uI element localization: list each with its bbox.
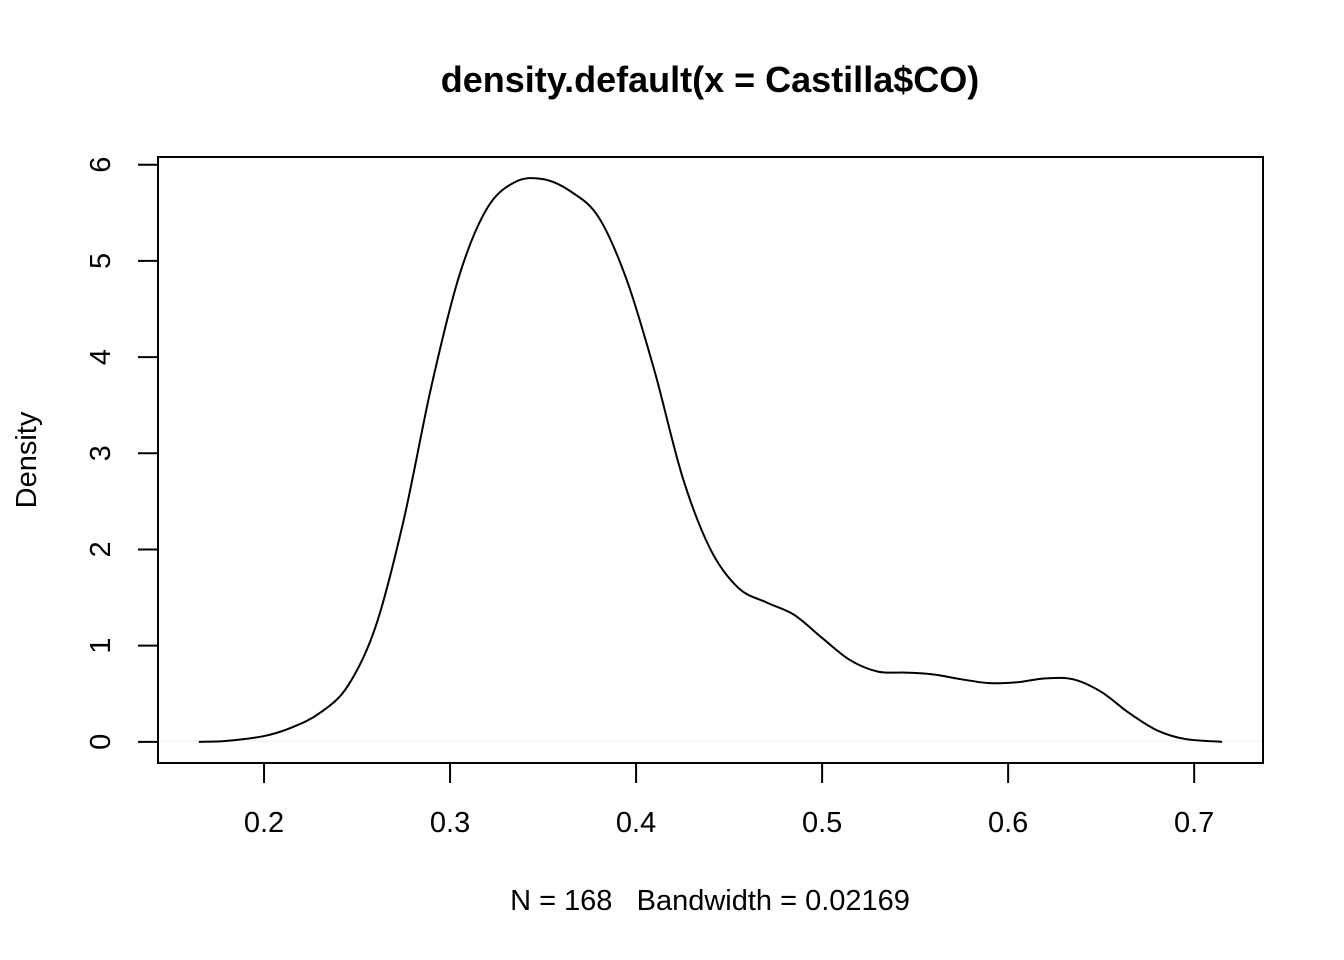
y-tick-label: 6 bbox=[85, 157, 117, 173]
chart-title: density.default(x = Castilla$CO) bbox=[441, 59, 979, 100]
x-tick-label: 0.4 bbox=[616, 807, 656, 839]
y-tick-label: 2 bbox=[85, 541, 117, 557]
x-tick-label: 0.3 bbox=[430, 807, 470, 839]
y-tick-label: 0 bbox=[85, 734, 117, 750]
x-axis: 0.2 0.3 0.4 0.5 0.6 0.7 bbox=[244, 762, 1214, 839]
density-curve bbox=[198, 177, 1223, 743]
x-tick-label: 0.5 bbox=[802, 807, 842, 839]
x-tick-label: 0.7 bbox=[1174, 807, 1214, 839]
y-tick-label: 3 bbox=[85, 445, 117, 461]
y-tick-label: 5 bbox=[85, 253, 117, 269]
plot-frame bbox=[157, 156, 1264, 764]
x-tick-label: 0.6 bbox=[988, 807, 1028, 839]
x-axis-label: N = 168 Bandwidth = 0.02169 bbox=[510, 885, 910, 917]
y-tick-label: 4 bbox=[85, 349, 117, 365]
x-tick-label: 0.2 bbox=[244, 807, 284, 839]
y-tick-label: 1 bbox=[85, 638, 117, 654]
y-axis-label: Density bbox=[11, 411, 43, 508]
y-axis: 0 1 2 3 4 5 6 bbox=[85, 157, 159, 750]
